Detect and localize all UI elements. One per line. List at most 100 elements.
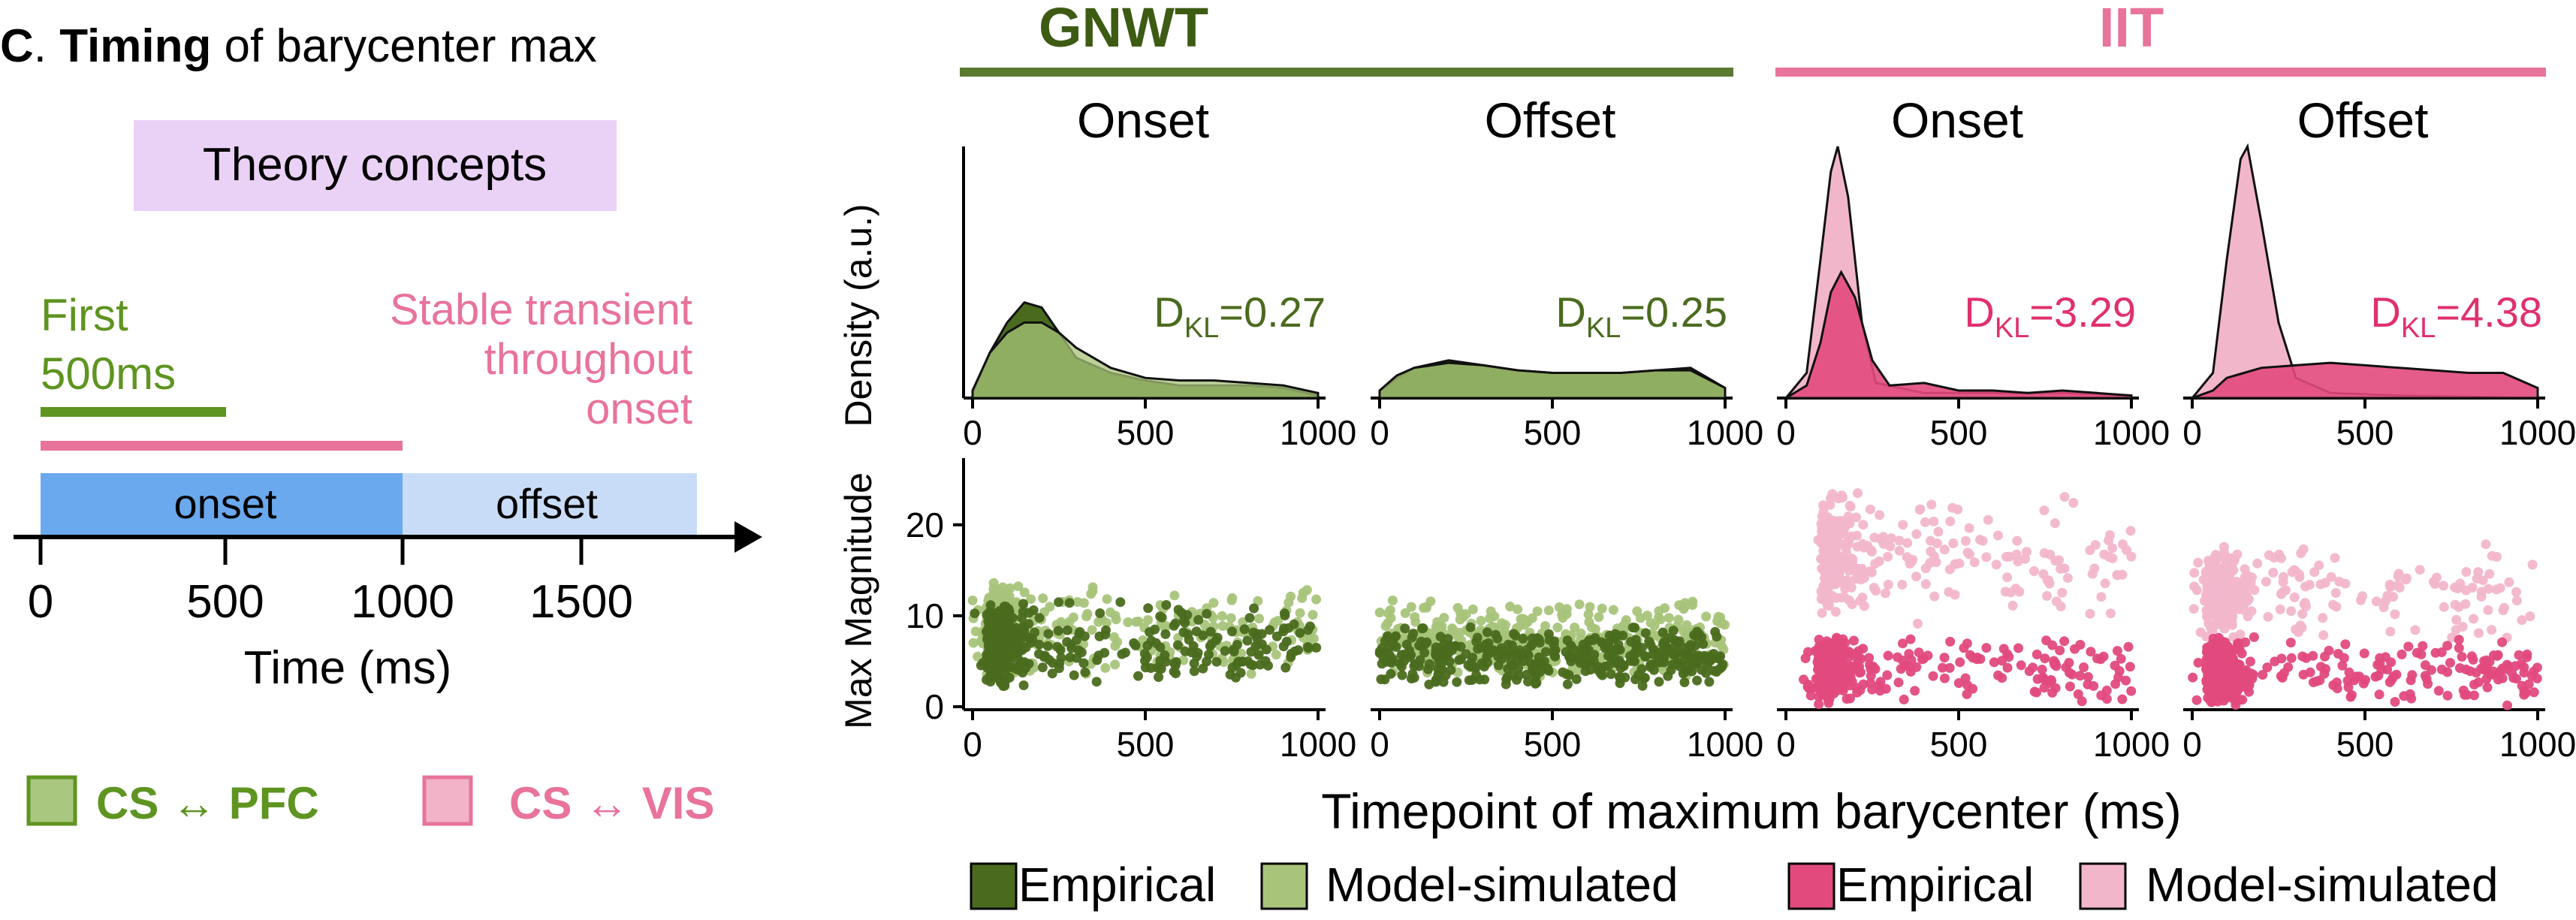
scatter-point-simulated — [1476, 616, 1486, 626]
legend-swatch-iit-empirical — [1787, 862, 1835, 910]
scatter-point-simulated — [1516, 614, 1527, 624]
scatter-point-simulated — [2525, 611, 2535, 622]
scatter-point-empirical — [2075, 671, 2086, 681]
scatter-point-empirical — [2125, 662, 2135, 672]
scatter-point-empirical — [1968, 653, 1978, 663]
scatter-point-simulated — [2378, 602, 2389, 613]
scatter-point-empirical — [1712, 667, 1722, 677]
scatter-point-empirical — [1239, 624, 1250, 635]
scatter-point-simulated — [1573, 665, 1583, 676]
scatter-point-simulated — [2193, 557, 2203, 568]
scatter-point-simulated — [2223, 605, 2234, 615]
scatter-point-empirical — [2206, 640, 2216, 650]
scatter-point-simulated — [2002, 572, 2013, 583]
gnwt-header: GNWT — [1039, 0, 1208, 59]
scatter-point-simulated — [1087, 625, 1097, 635]
scatter-point-simulated — [1816, 594, 1826, 604]
scatter-point-simulated — [2483, 605, 2493, 615]
scatter-point-simulated — [1425, 596, 1436, 607]
scatter-point-simulated — [2298, 544, 2309, 554]
scatter-point-simulated — [2056, 563, 2066, 574]
scatter-point-simulated — [2481, 539, 2491, 550]
scatter-point-simulated — [2318, 613, 2328, 623]
scatter-point-simulated — [1664, 613, 1674, 623]
scatter-point-empirical — [1101, 625, 1111, 635]
scatter-point-simulated — [1929, 516, 1939, 526]
scatter-point-simulated — [2297, 623, 2307, 633]
scatter-point-empirical — [2092, 653, 2102, 664]
scatter-point-empirical — [1437, 656, 1448, 667]
scatter-point-empirical — [1864, 653, 1875, 663]
scatter-point-empirical — [2222, 645, 2232, 655]
scatter-point-empirical — [1249, 603, 1259, 614]
density-x-tick-label: 0 — [1370, 413, 1389, 452]
scatter-point-simulated — [2189, 568, 2200, 578]
scatter-point-empirical — [1906, 655, 1917, 665]
scatter-point-empirical — [2191, 695, 2202, 705]
scatter-point-empirical — [2086, 647, 2096, 657]
scatter-point-simulated — [1286, 591, 1296, 602]
scatter-point-empirical — [1495, 646, 1506, 656]
scatter-point-empirical — [1026, 638, 1036, 648]
legend-label-gnwt-empirical: Empirical — [1018, 858, 1216, 912]
scatter-point-empirical — [2337, 660, 2348, 671]
scatter-point-simulated — [2461, 585, 2472, 596]
scatter-point-simulated — [1828, 566, 1838, 577]
scatter-point-simulated — [2224, 588, 2234, 599]
iit-header-bar — [1775, 68, 2546, 77]
scatter-point-simulated — [1878, 538, 1889, 549]
scatter-point-empirical — [2121, 675, 2131, 686]
scatter-point-empirical — [994, 605, 1005, 616]
scatter-point-simulated — [1574, 599, 1585, 610]
scatter-point-simulated — [2107, 553, 2118, 563]
scatter-point-simulated — [1308, 633, 1319, 644]
scatter-point-empirical — [2403, 641, 2414, 652]
scatter-point-simulated — [2318, 630, 2329, 641]
scatter-point-empirical — [1558, 667, 1568, 677]
facet-iit-offset: 0 500 1000 0 500 1000 — [2182, 143, 2576, 764]
scatter-point-empirical — [2457, 652, 2467, 662]
scatter-point-empirical — [1824, 693, 1835, 704]
dkl-label-iit-onset: DKL=3.29 — [1964, 288, 2136, 344]
scatter-point-empirical — [2258, 670, 2268, 680]
scatter-point-empirical — [1704, 677, 1715, 687]
scatter-point-simulated — [1400, 608, 1410, 618]
scatter-point-empirical — [1040, 650, 1050, 661]
scatter-point-empirical — [1658, 627, 1668, 638]
scatter-point-simulated — [1102, 594, 1112, 605]
density-ylabel: Density (a.u.) — [837, 204, 879, 427]
scatter-point-simulated — [2504, 577, 2514, 587]
scatter-point-empirical — [2460, 689, 2470, 700]
scatter-point-simulated — [2201, 605, 2212, 616]
scatter-x-tick-label: 0 — [1370, 725, 1389, 764]
density-x-tick-label: 1000 — [2499, 413, 2576, 452]
scatter-point-empirical — [1866, 678, 1876, 689]
scatter-point-simulated — [1532, 606, 1543, 617]
scatter-point-empirical — [2502, 700, 2512, 710]
scatter-point-simulated — [1964, 523, 1974, 533]
scatter-point-simulated — [1825, 535, 1835, 545]
scatter-point-empirical — [1838, 672, 1848, 683]
scatter-point-empirical — [2114, 665, 2125, 676]
scatter-point-empirical — [1703, 659, 1712, 670]
scatter-point-empirical — [1382, 631, 1392, 641]
scatter-point-empirical — [1398, 650, 1409, 659]
density-series-b — [2191, 361, 2539, 400]
scatter-point-simulated — [1585, 602, 1595, 612]
scatter-point-empirical — [1245, 659, 1256, 670]
scatter-point-empirical — [1172, 640, 1183, 650]
scatter-point-empirical — [1160, 650, 1170, 660]
scatter-point-empirical — [1052, 641, 1063, 652]
scatter-point-empirical — [2079, 662, 2089, 672]
scatter-point-empirical — [1129, 638, 1139, 648]
legend-swatch-gnwt-sim — [1260, 862, 1308, 910]
scatter-point-empirical — [2213, 647, 2223, 658]
scatter-point-simulated — [2006, 587, 2016, 598]
scatter-point-empirical — [1015, 635, 1026, 646]
scatter-point-empirical — [2442, 667, 2453, 677]
scatter-point-empirical — [1093, 650, 1104, 661]
scatter-point-empirical — [1400, 623, 1410, 634]
scatter-point-simulated — [2499, 602, 2509, 613]
scatter-point-empirical — [2206, 653, 2217, 663]
scatter-point-simulated — [1881, 588, 1890, 599]
